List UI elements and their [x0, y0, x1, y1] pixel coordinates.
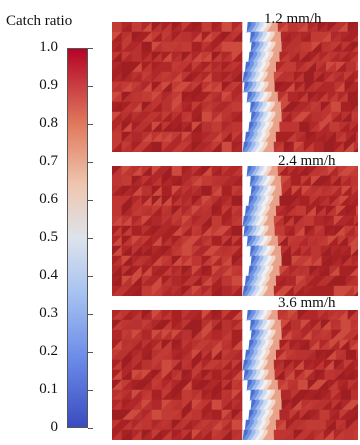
colorbar-tick-mark	[88, 238, 93, 239]
colorbar-tick-label: 1.0	[39, 39, 58, 55]
mesh-triangle	[355, 357, 358, 361]
mesh-triangle	[355, 275, 358, 287]
mesh-triangle	[355, 69, 358, 73]
mesh-triangle	[354, 376, 358, 381]
panel-3	[112, 310, 358, 440]
mesh-triangle	[353, 435, 358, 440]
colorbar-tick-label: 0.5	[39, 229, 58, 245]
mesh-triangle	[353, 77, 358, 83]
mesh-triangle	[353, 221, 358, 227]
colorbar-tick-label: 0	[50, 419, 59, 435]
mesh-triangle	[353, 359, 358, 371]
mesh-triangle	[355, 427, 358, 431]
colorbar	[67, 48, 88, 428]
colorbar-tick-label: 0.4	[39, 267, 58, 283]
mesh-triangle	[353, 215, 358, 227]
mesh-triangle	[355, 61, 358, 73]
catch-ratio-map-1	[112, 22, 358, 152]
mesh-triangle	[231, 285, 243, 296]
colorbar-tick-label: 0.6	[39, 191, 58, 207]
colorbar-tick-mark	[88, 390, 93, 391]
colorbar-tick-mark	[88, 200, 93, 201]
panel-label-2: 2.4 mm/h	[278, 153, 336, 169]
colorbar-tick-mark	[88, 86, 93, 87]
colorbar-tick-mark	[88, 124, 93, 125]
mesh-triangle	[355, 131, 358, 143]
mesh-triangle	[353, 429, 358, 440]
mesh-triangle	[355, 213, 358, 217]
colorbar-tick-mark	[88, 352, 93, 353]
mesh-triangle	[354, 232, 358, 237]
colorbar-tick-mark	[88, 162, 93, 163]
mesh-triangle	[353, 147, 358, 152]
mesh-triangle	[355, 205, 358, 217]
colorbar-title: Catch ratio	[6, 13, 73, 29]
colorbar-tick-mark	[88, 314, 93, 315]
mesh-triangle	[266, 140, 275, 152]
mesh-triangle	[231, 141, 243, 152]
mesh-triangle	[355, 349, 358, 361]
mesh-triangle	[353, 285, 358, 296]
colorbar-tick-label: 0.9	[39, 77, 58, 93]
mesh-triangle	[266, 428, 275, 440]
colorbar-tick-mark	[88, 276, 93, 277]
mesh-triangle	[355, 283, 358, 287]
panel-1	[112, 22, 358, 152]
colorbar-tick-label: 0.3	[39, 305, 58, 321]
mesh-triangle	[353, 141, 358, 152]
mesh-triangle	[266, 284, 275, 296]
panel-label-3: 3.6 mm/h	[278, 295, 336, 311]
colorbar-tick-label: 0.7	[39, 153, 58, 169]
mesh-triangle	[353, 365, 358, 371]
mesh-triangle	[354, 88, 358, 93]
mesh-triangle	[231, 429, 243, 440]
panel-2	[112, 166, 358, 296]
colorbar-tick-mark	[88, 48, 93, 49]
colorbar-tick-label: 0.1	[39, 381, 58, 397]
panel-label-1: 1.2 mm/h	[264, 11, 322, 27]
catch-ratio-map-3	[112, 310, 358, 440]
mesh-triangle	[353, 71, 358, 83]
colorbar-tick-label: 0.2	[39, 343, 58, 359]
colorbar-tick-mark	[88, 428, 93, 429]
colorbar-tick-label: 0.8	[39, 115, 58, 131]
catch-ratio-map-2	[112, 166, 358, 296]
mesh-triangle	[355, 139, 358, 143]
mesh-triangle	[355, 419, 358, 431]
mesh-triangle	[353, 291, 358, 296]
